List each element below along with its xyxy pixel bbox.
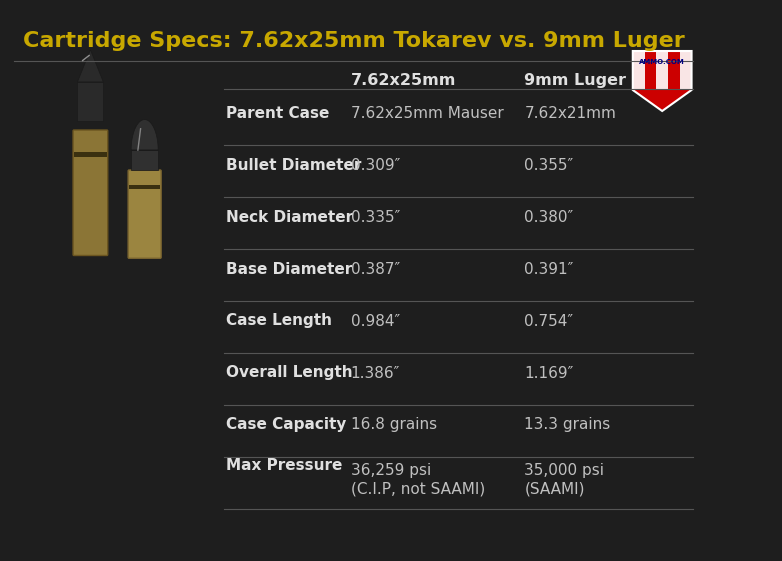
Polygon shape bbox=[77, 50, 103, 82]
FancyBboxPatch shape bbox=[73, 130, 108, 255]
Text: 1.386″: 1.386″ bbox=[351, 366, 400, 380]
Bar bbox=[77, 82, 103, 121]
Text: Neck Diameter: Neck Diameter bbox=[226, 209, 353, 224]
Text: 16.8 grains: 16.8 grains bbox=[351, 417, 437, 433]
Polygon shape bbox=[131, 119, 158, 150]
Polygon shape bbox=[633, 51, 644, 90]
Text: (SAAMI): (SAAMI) bbox=[524, 481, 585, 496]
Text: (C.I.P, not SAAMI): (C.I.P, not SAAMI) bbox=[351, 481, 485, 496]
Text: Cartridge Specs: 7.62x25mm Tokarev vs. 9mm Luger: Cartridge Specs: 7.62x25mm Tokarev vs. 9… bbox=[23, 31, 684, 51]
Text: Bullet Diameter: Bullet Diameter bbox=[226, 158, 361, 172]
Text: 0.984″: 0.984″ bbox=[351, 314, 400, 329]
Text: 0.391″: 0.391″ bbox=[524, 261, 574, 277]
FancyBboxPatch shape bbox=[128, 170, 161, 258]
Text: Case Length: Case Length bbox=[226, 314, 332, 329]
Text: AMMO.COM: AMMO.COM bbox=[640, 59, 685, 65]
Text: 9mm Luger: 9mm Luger bbox=[524, 73, 626, 88]
Bar bbox=[131, 150, 158, 170]
Polygon shape bbox=[633, 51, 691, 111]
Bar bbox=[129, 185, 160, 190]
Text: 7.62x25mm: 7.62x25mm bbox=[351, 73, 456, 88]
Bar bbox=[74, 152, 107, 157]
Text: 0.754″: 0.754″ bbox=[524, 314, 573, 329]
Text: 7.62x25mm Mauser: 7.62x25mm Mauser bbox=[351, 105, 504, 121]
Text: 35,000 psi: 35,000 psi bbox=[524, 463, 604, 478]
Text: Parent Case: Parent Case bbox=[226, 105, 329, 121]
Text: Overall Length: Overall Length bbox=[226, 366, 353, 380]
Text: Base Diameter: Base Diameter bbox=[226, 261, 352, 277]
Text: 7.62x21mm: 7.62x21mm bbox=[524, 105, 616, 121]
Polygon shape bbox=[680, 51, 691, 90]
Text: 0.309″: 0.309″ bbox=[351, 158, 400, 172]
Text: Case Capacity: Case Capacity bbox=[226, 417, 346, 433]
Text: 0.355″: 0.355″ bbox=[524, 158, 573, 172]
Text: 1.169″: 1.169″ bbox=[524, 366, 574, 380]
Text: 0.380″: 0.380″ bbox=[524, 209, 573, 224]
Text: 0.387″: 0.387″ bbox=[351, 261, 400, 277]
Text: 36,259 psi: 36,259 psi bbox=[351, 463, 431, 478]
Text: 0.335″: 0.335″ bbox=[351, 209, 400, 224]
Polygon shape bbox=[656, 51, 668, 90]
Text: Max Pressure: Max Pressure bbox=[226, 458, 343, 472]
Text: 13.3 grains: 13.3 grains bbox=[524, 417, 611, 433]
